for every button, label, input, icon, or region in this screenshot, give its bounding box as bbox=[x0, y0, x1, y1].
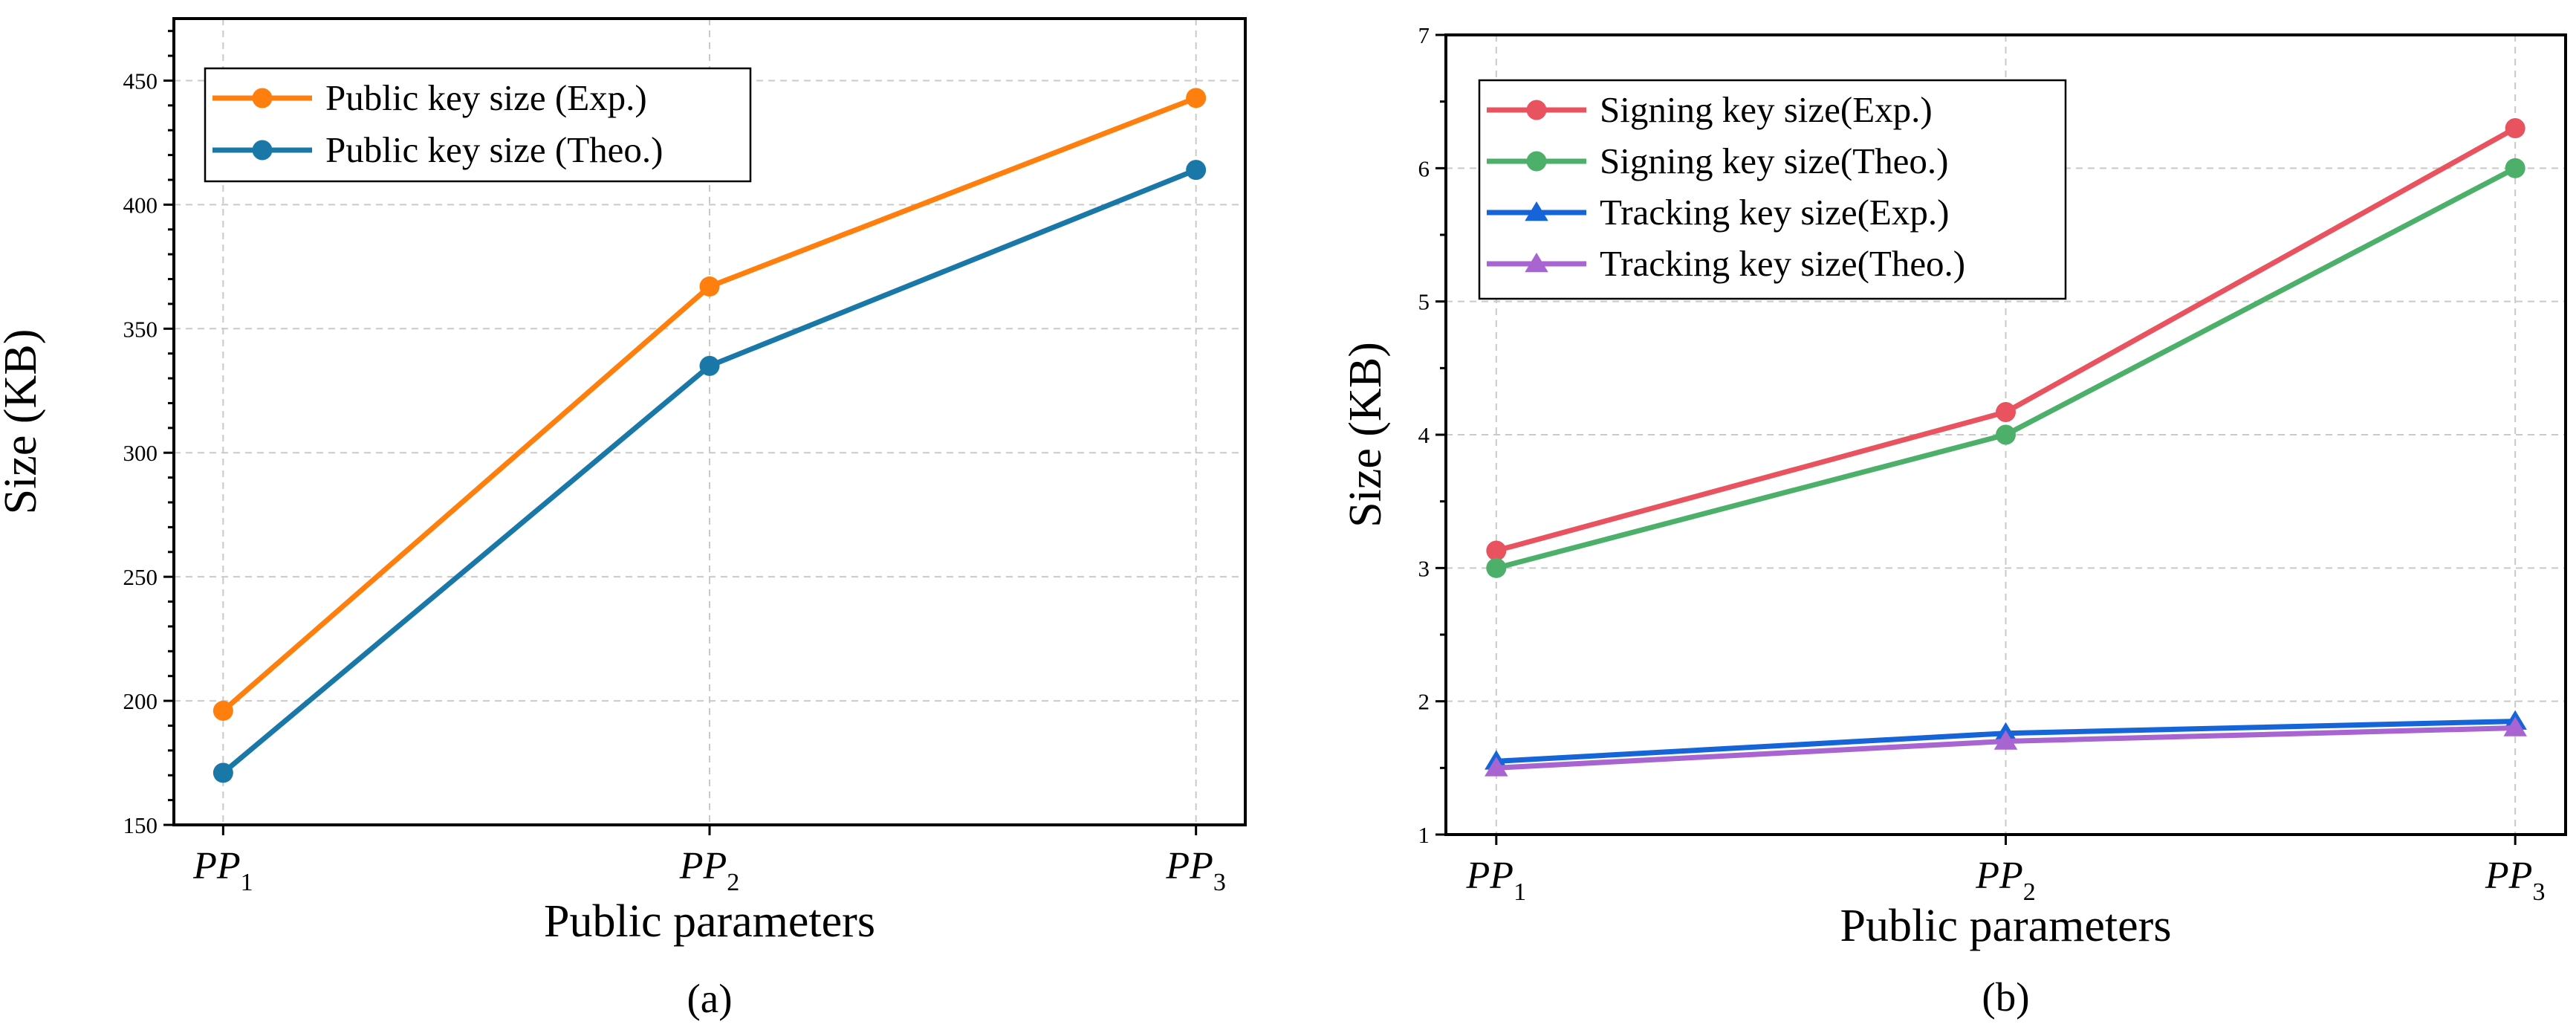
legend-marker bbox=[1526, 151, 1547, 172]
x-axis-label: Public parameters bbox=[544, 896, 875, 947]
data-point bbox=[1996, 424, 2016, 445]
data-point bbox=[699, 355, 720, 376]
data-point bbox=[1996, 402, 2016, 423]
x-tick-label: PP1 bbox=[192, 845, 253, 896]
data-point bbox=[1486, 540, 1507, 561]
legend-label: Public key size (Exp.) bbox=[325, 77, 647, 118]
data-point bbox=[2505, 158, 2525, 178]
legend-marker bbox=[1525, 201, 1548, 221]
legend-marker bbox=[1526, 100, 1547, 120]
legend-marker bbox=[252, 140, 273, 161]
y-tick-label: 250 bbox=[123, 564, 158, 590]
data-point bbox=[2505, 118, 2525, 139]
legend-marker bbox=[1525, 253, 1548, 273]
panel-label: (a) bbox=[687, 976, 732, 1021]
y-tick-label: 3 bbox=[1418, 555, 1430, 581]
y-tick-label: 7 bbox=[1418, 22, 1430, 48]
x-tick-label: PP3 bbox=[2485, 855, 2546, 906]
data-point bbox=[1486, 557, 1507, 578]
y-axis-label: Size (KB) bbox=[0, 329, 46, 515]
x-tick-label: PP2 bbox=[1975, 855, 2036, 906]
data-point bbox=[1993, 730, 2018, 750]
y-tick-label: 1 bbox=[1418, 822, 1430, 848]
x-tick-label: PP3 bbox=[1165, 845, 1226, 896]
panel-label: (b) bbox=[1982, 974, 2029, 1020]
y-tick-label: 6 bbox=[1418, 155, 1430, 181]
x-axis-label: Public parameters bbox=[1840, 901, 2172, 951]
data-point bbox=[699, 276, 720, 297]
y-tick-label: 400 bbox=[123, 192, 158, 218]
data-point bbox=[2503, 716, 2527, 736]
legend-marker bbox=[252, 88, 273, 108]
legend-label: Signing key size(Exp.) bbox=[1600, 89, 1933, 130]
y-tick-label: 300 bbox=[123, 440, 158, 466]
data-point bbox=[1485, 757, 1508, 777]
x-tick-label: PP2 bbox=[679, 845, 740, 896]
y-tick-label: 350 bbox=[123, 316, 158, 342]
legend-label: Tracking key size(Theo.) bbox=[1600, 243, 1965, 284]
y-tick-label: 5 bbox=[1418, 289, 1430, 315]
data-point bbox=[1186, 88, 1207, 108]
legend-label: Tracking key size(Exp.) bbox=[1600, 192, 1949, 233]
legend-label: Signing key size(Theo.) bbox=[1600, 140, 1948, 181]
legend-label: Public key size (Theo.) bbox=[325, 129, 663, 170]
data-point bbox=[212, 762, 233, 783]
y-tick-label: 450 bbox=[123, 68, 158, 94]
data-point bbox=[212, 700, 233, 721]
chart-b: 1 2 3 4 5 6 7 PP1 PP2 PP3 Public parameters Size (K… bbox=[1340, 22, 2567, 1020]
y-tick-label: 2 bbox=[1418, 689, 1430, 715]
chart-a: 150 200 250 300 350 400 450 PP1 PP2 PP3 Public par… bbox=[0, 17, 1247, 1021]
x-tick-label: PP1 bbox=[1466, 855, 1527, 906]
legend-box bbox=[204, 67, 752, 183]
y-tick-label: 150 bbox=[123, 812, 158, 838]
data-point bbox=[1186, 160, 1207, 181]
y-tick-label: 4 bbox=[1418, 422, 1430, 448]
y-tick-label: 200 bbox=[123, 688, 158, 714]
y-axis-label: Size (KB) bbox=[1340, 342, 1391, 528]
